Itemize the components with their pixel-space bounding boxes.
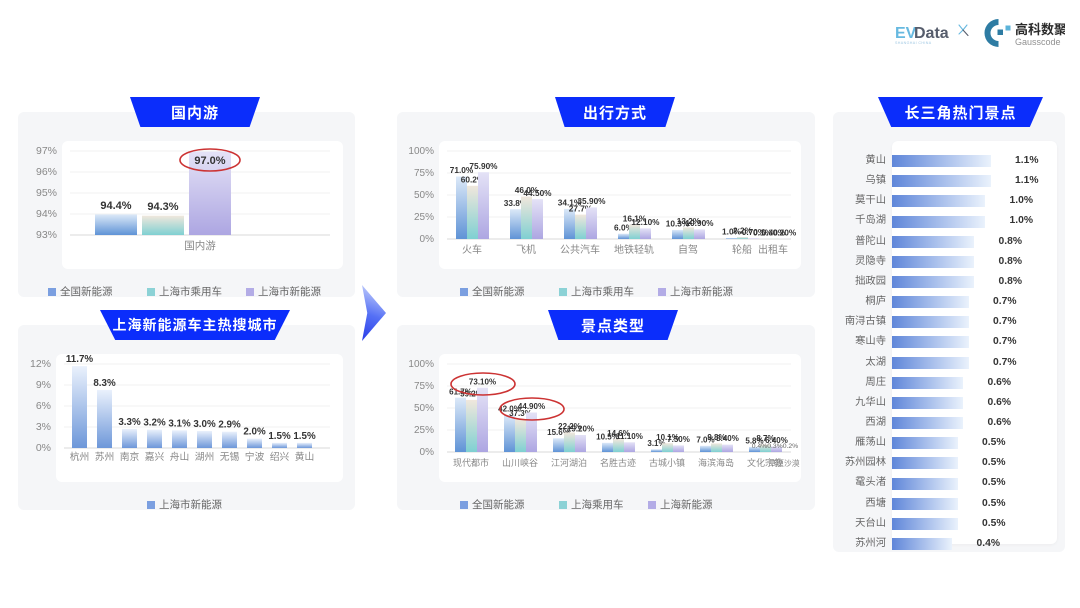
- svg-text:Gausscode: Gausscode: [1015, 37, 1061, 47]
- svg-text:8.3%: 8.3%: [93, 378, 116, 389]
- svg-text:现代都市: 现代都市: [453, 457, 489, 468]
- svg-text:杭州: 杭州: [70, 450, 90, 463]
- svg-text:轮船: 轮船: [732, 243, 752, 256]
- svg-text:0%: 0%: [420, 234, 435, 245]
- svg-text:0%: 0%: [36, 442, 51, 454]
- svg-text:飞机: 飞机: [516, 243, 536, 256]
- svg-text:6%: 6%: [36, 400, 51, 412]
- svg-text:1.5%: 1.5%: [268, 431, 291, 442]
- svg-text:73.10%: 73.10%: [469, 377, 496, 386]
- svg-text:10.90%: 10.90%: [685, 218, 714, 228]
- svg-text:50%: 50%: [414, 403, 434, 414]
- svg-text:无锡: 无锡: [220, 450, 240, 463]
- svg-text:宁波: 宁波: [245, 450, 265, 463]
- svg-text:25%: 25%: [414, 212, 434, 223]
- svg-text:94.4%: 94.4%: [100, 200, 131, 212]
- svg-text:湖州: 湖州: [195, 451, 215, 463]
- svg-text:火车: 火车: [462, 243, 482, 256]
- svg-text:名胜古迹: 名胜古迹: [600, 457, 636, 468]
- svg-text:2.9%: 2.9%: [218, 420, 241, 431]
- svg-text:草原沙漠: 草原沙漠: [768, 458, 799, 468]
- svg-text:1.5%: 1.5%: [293, 431, 316, 442]
- svg-text:黄山: 黄山: [295, 450, 315, 463]
- svg-text:25%: 25%: [414, 425, 434, 436]
- svg-text:19.20%: 19.20%: [567, 425, 594, 434]
- svg-text:100%: 100%: [409, 146, 434, 157]
- svg-text:Data: Data: [914, 25, 949, 42]
- svg-text:11.7%: 11.7%: [66, 354, 94, 365]
- svg-text:2.0%: 2.0%: [243, 427, 266, 438]
- svg-text:12%: 12%: [30, 358, 51, 370]
- svg-text:95%: 95%: [36, 187, 57, 199]
- svg-text:50%: 50%: [414, 190, 434, 201]
- svg-text:9%: 9%: [36, 379, 51, 391]
- svg-text:绍兴: 绍兴: [270, 450, 290, 463]
- svg-text:3.1%: 3.1%: [168, 418, 191, 429]
- svg-text:南京: 南京: [120, 450, 140, 463]
- svg-text:100%: 100%: [409, 359, 434, 370]
- svg-text:97%: 97%: [36, 145, 57, 157]
- svg-text:12.10%: 12.10%: [631, 217, 660, 227]
- svg-text:75%: 75%: [414, 168, 434, 179]
- svg-text:山川峡谷: 山川峡谷: [502, 457, 538, 468]
- svg-text:8.40%: 8.40%: [716, 434, 739, 443]
- svg-text:古城小镇: 古城小镇: [649, 457, 685, 468]
- svg-text:SHANGHAI CHINA: SHANGHAI CHINA: [895, 41, 932, 45]
- svg-text:苏州: 苏州: [95, 450, 115, 463]
- svg-text:3.2%: 3.2%: [143, 418, 166, 429]
- svg-text:75.90%: 75.90%: [469, 161, 498, 171]
- svg-text:35.90%: 35.90%: [577, 196, 606, 206]
- svg-text:出租车: 出租车: [758, 243, 788, 256]
- svg-text:0%: 0%: [420, 447, 435, 458]
- svg-text:江河湖泊: 江河湖泊: [551, 457, 587, 468]
- svg-text:海滨海岛: 海滨海岛: [698, 457, 734, 468]
- svg-text:3.0%: 3.0%: [193, 419, 216, 430]
- svg-text:97.0%: 97.0%: [194, 155, 225, 167]
- svg-text:舟山: 舟山: [170, 450, 190, 463]
- svg-text:自驾: 自驾: [678, 243, 698, 256]
- svg-text:94%: 94%: [36, 208, 57, 220]
- svg-text:嘉兴: 嘉兴: [145, 450, 165, 463]
- svg-text:44.50%: 44.50%: [523, 188, 552, 198]
- svg-text:3%: 3%: [36, 421, 51, 433]
- svg-text:44.90%: 44.90%: [518, 402, 545, 411]
- svg-text:96%: 96%: [36, 166, 57, 178]
- svg-text:国内游: 国内游: [184, 239, 216, 252]
- svg-text:公共汽车: 公共汽车: [560, 243, 600, 256]
- svg-text:高科数聚: 高科数聚: [1015, 22, 1065, 37]
- svg-text:3.3%: 3.3%: [118, 417, 141, 428]
- svg-text:0.20%: 0.20%: [773, 227, 797, 237]
- svg-text:7.50%: 7.50%: [667, 435, 690, 444]
- svg-text:94.3%: 94.3%: [147, 201, 178, 213]
- svg-text:93%: 93%: [36, 229, 57, 241]
- svg-text:75%: 75%: [414, 381, 434, 392]
- svg-text:0.4%0.3%0.2%: 0.4%0.3%0.2%: [752, 443, 798, 450]
- svg-text:11.10%: 11.10%: [616, 432, 643, 441]
- svg-text:地铁轻轨: 地铁轻轨: [614, 243, 654, 256]
